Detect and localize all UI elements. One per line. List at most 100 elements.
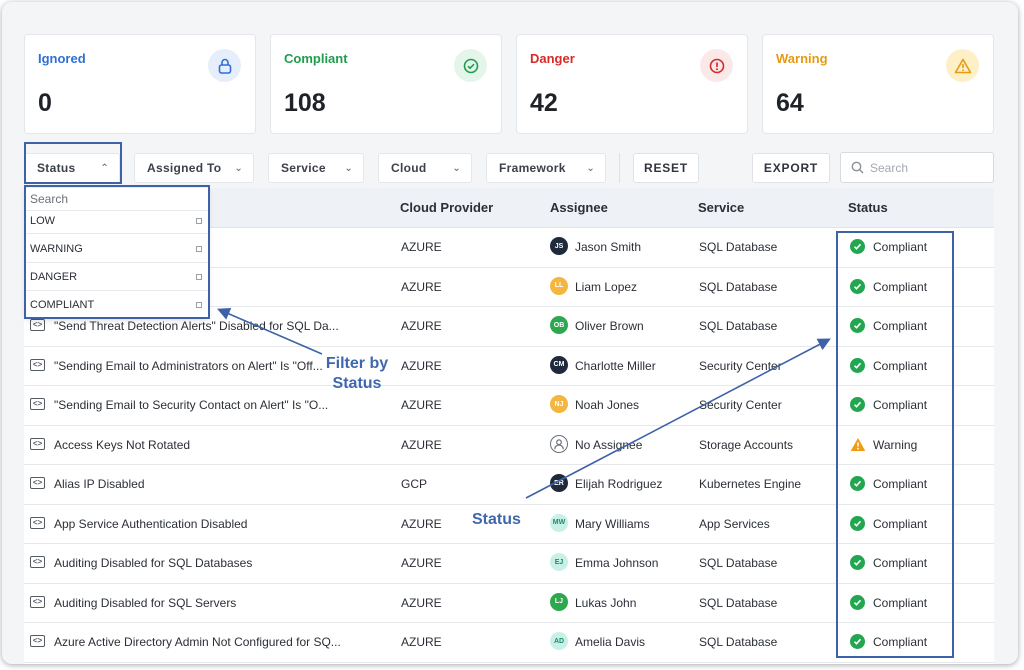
card-danger[interactable]: Danger 42 [516, 34, 748, 134]
card-count: 108 [284, 89, 326, 117]
avatar: NJ [550, 395, 568, 413]
filter-status-label: Status [37, 161, 76, 175]
assignee-name[interactable]: Mary Williams [575, 516, 650, 531]
finding-name[interactable]: Auditing Disabled for SQL Servers [54, 595, 237, 610]
assignee-name[interactable]: Lukas John [575, 595, 637, 610]
card-label: Ignored [38, 51, 86, 66]
status-label: Warning [873, 437, 918, 452]
service-name: SQL Database [699, 595, 778, 610]
checkbox[interactable] [196, 246, 202, 252]
assignee-name[interactable]: Emma Johnson [575, 556, 659, 570]
assignee-name[interactable]: Elijah Rodriguez [575, 477, 663, 491]
filter-framework-label: Framework [499, 161, 566, 175]
finding-name[interactable]: Azure Active Directory Admin Not Configu… [54, 635, 341, 649]
chevron-up-icon: ⌃ [100, 163, 109, 174]
status-label: Compliant [873, 556, 928, 570]
no-assignee-icon [550, 434, 568, 453]
status-label: Compliant [873, 635, 928, 649]
finding-name[interactable]: Alias IP Disabled [54, 477, 145, 491]
finding-name[interactable]: "Sending Email to Security Contact on Al… [54, 398, 329, 412]
avatar: ER [550, 474, 568, 492]
assignee-name[interactable]: Charlotte Miller [575, 358, 656, 373]
dropdown-option-label: COMPLIANT [30, 299, 95, 311]
service-name: SQL Database [699, 319, 778, 333]
divider [26, 210, 208, 211]
check-circle-icon [850, 634, 865, 649]
service-name: SQL Database [699, 556, 778, 570]
finding-name[interactable]: Auditing Disabled for SQL Databases [54, 556, 253, 570]
filter-cloud[interactable]: Cloud ⌄ [378, 153, 472, 183]
card-compliant[interactable]: Compliant 108 [270, 34, 502, 134]
filter-cloud-label: Cloud [391, 161, 427, 175]
filter-framework[interactable]: Framework ⌄ [486, 153, 606, 183]
code-icon: <> [30, 358, 45, 371]
avatar: JS [550, 237, 568, 255]
filter-service[interactable]: Service ⌄ [268, 153, 364, 183]
dropdown-option-compliant[interactable]: COMPLIANT [30, 299, 206, 311]
cloud-provider: AZURE [401, 635, 442, 649]
checkbox[interactable] [196, 274, 202, 280]
status-label: Compliant [873, 358, 928, 373]
table-row[interactable]: <> Auditing Disabled for SQL Databases AZU… [24, 544, 994, 584]
search-icon [851, 161, 864, 174]
assignee-name[interactable]: Oliver Brown [575, 319, 644, 333]
code-icon: <> [30, 319, 45, 331]
assignee-name[interactable]: No Assignee [575, 437, 643, 452]
avatar: MW [550, 513, 568, 532]
divider [26, 262, 208, 263]
checkbox[interactable] [196, 302, 202, 308]
card-label: Compliant [284, 51, 348, 66]
check-circle-icon [850, 476, 865, 491]
column-cloud-provider[interactable]: Cloud Provider [400, 200, 494, 215]
assignee-name[interactable]: Amelia Davis [575, 635, 646, 649]
finding-name[interactable]: App Service Authentication Disabled [54, 516, 248, 531]
column-status[interactable]: Status [848, 200, 888, 215]
card-warning[interactable]: Warning 64 [762, 34, 994, 134]
search-box [840, 152, 994, 183]
annotation-filter-by-status: Filter by Status [325, 355, 389, 392]
annotation-status-label: Status [472, 511, 521, 528]
search-input[interactable] [870, 160, 980, 175]
service-name: Security Center [699, 398, 782, 412]
service-name: Kubernetes Engine [699, 477, 802, 491]
status-label: Compliant [873, 516, 928, 531]
status-label: Compliant [873, 279, 928, 294]
table-row[interactable]: <> Auditing Disabled for SQL Servers AZURE… [24, 584, 994, 623]
table-row[interactable]: <> App Service Authentication Disabled AZU… [24, 505, 994, 544]
check-circle-icon [850, 278, 865, 294]
assignee-name[interactable]: Jason Smith [575, 240, 642, 254]
code-icon: <> [30, 595, 45, 608]
lock-icon [208, 49, 241, 82]
card-ignored[interactable]: Ignored 0 [24, 34, 256, 134]
column-assignee[interactable]: Assignee [550, 200, 608, 215]
finding-name[interactable]: "Sending Email to Administrators on Aler… [54, 358, 323, 373]
check-circle-icon [850, 357, 865, 373]
filter-assigned-to[interactable]: Assigned To ⌄ [134, 153, 254, 183]
service-name: Security Center [699, 358, 782, 373]
finding-name[interactable]: Access Keys Not Rotated [54, 437, 191, 452]
dropdown-option-low[interactable]: LOW [30, 215, 206, 227]
cloud-provider: GCP [401, 477, 428, 491]
warning-icon [850, 437, 866, 457]
dropdown-option-danger[interactable]: DANGER [30, 271, 206, 283]
dropdown-option-label: LOW [30, 215, 56, 227]
table-row[interactable]: <> Azure Active Directory Admin Not Confi… [24, 623, 994, 663]
dropdown-search-input[interactable]: Search [30, 192, 69, 206]
status-label: Compliant [873, 595, 928, 610]
column-service[interactable]: Service [698, 200, 745, 215]
export-button[interactable]: EXPORT [752, 153, 830, 183]
dropdown-option-warning[interactable]: WARNING [30, 243, 206, 255]
card-count: 42 [530, 89, 558, 117]
card-label: Warning [776, 51, 828, 66]
checkbox[interactable] [196, 218, 202, 224]
reset-button[interactable]: RESET [633, 153, 699, 183]
status-dropdown: Search LOW WARNING DANGER COMPLIANT [26, 188, 208, 318]
finding-name[interactable]: "Send Threat Detection Alerts" Disabled … [54, 319, 339, 333]
assignee-name[interactable]: Noah Jones [575, 398, 640, 412]
avatar: AD [550, 632, 568, 650]
divider [26, 233, 208, 234]
check-circle-icon [850, 555, 865, 570]
code-icon: <> [30, 516, 45, 529]
card-count: 0 [38, 89, 52, 117]
assignee-name[interactable]: Liam Lopez [575, 279, 638, 294]
